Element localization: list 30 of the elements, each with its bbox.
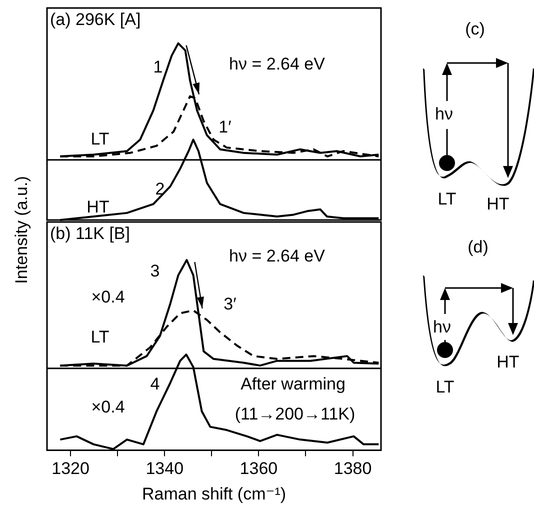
text: LT (438, 189, 456, 208)
text: hν (435, 104, 453, 124)
annotation: 1 (153, 58, 163, 77)
annotation: LT (90, 130, 110, 149)
x-axis-title: Raman shift (cm⁻¹) (142, 484, 286, 504)
x-tick-label: 1320 (52, 459, 90, 478)
annotation: 4 (150, 374, 160, 394)
annotation: hν = 2.64 eV (229, 246, 326, 266)
x-tick-label: 1360 (240, 459, 278, 478)
annotation: ×0.4 (91, 398, 125, 417)
annotation: 3 (150, 262, 160, 281)
chart-title: (a) 296K [A] (50, 10, 141, 30)
text: HT (496, 352, 520, 372)
text: hν (433, 317, 451, 336)
annotation: (11→200→11K) (234, 404, 356, 424)
text: HT (486, 194, 510, 214)
y-axis-title: Intensity (a.u.) (12, 176, 32, 284)
annotation: LT (90, 328, 110, 347)
x-tick-label: 1340 (146, 459, 184, 478)
annotation: 3′ (224, 294, 236, 314)
annotation: After warming (240, 374, 346, 394)
annotation: HT (86, 198, 110, 217)
chart-title: (b) 11K [B] (50, 224, 130, 244)
text: LT (436, 377, 454, 396)
annotation: hν = 2.64 eV (229, 54, 326, 74)
annotation: ×0.4 (91, 288, 125, 307)
text: (d) (468, 237, 488, 256)
x-tick-label: 1380 (334, 459, 372, 478)
annotation: 1′ (218, 118, 232, 137)
text: (c) (465, 19, 485, 38)
